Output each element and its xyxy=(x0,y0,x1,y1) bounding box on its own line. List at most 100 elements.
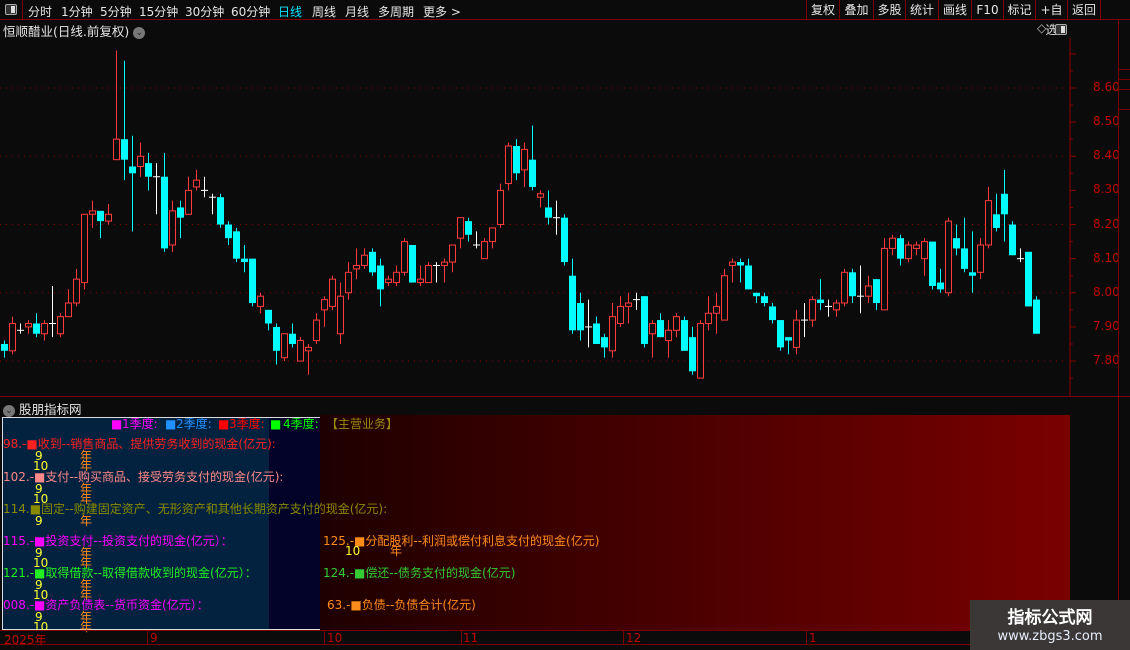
overlay-button[interactable]: 叠加 xyxy=(839,0,873,20)
period-tab[interactable]: 月线 xyxy=(345,5,370,19)
candle-body xyxy=(57,316,64,335)
time-label: 12 xyxy=(626,631,642,645)
candle-body xyxy=(737,262,744,266)
candle-body xyxy=(657,320,664,338)
candle-body xyxy=(617,305,624,324)
add-watchlist-button[interactable]: +自选 xyxy=(1035,0,1067,37)
candle-body xyxy=(105,213,112,222)
candle-body xyxy=(489,227,496,243)
indicator-row: 114.■固定--购建固定资产、无形资产和其他长期资产支付的现金(亿元): xyxy=(3,502,388,516)
candle xyxy=(513,139,520,181)
candle xyxy=(305,343,312,375)
back-button[interactable]: 返回 xyxy=(1067,0,1100,20)
candle-body xyxy=(729,261,736,266)
candle-body xyxy=(937,282,944,290)
candle xyxy=(609,303,616,358)
side-tab-strip[interactable] xyxy=(1118,20,1130,650)
candle-body xyxy=(513,146,520,174)
restore-rights-button[interactable]: 复权 xyxy=(806,0,839,20)
candle-body xyxy=(785,337,792,341)
more-periods-button[interactable]: 更多 > xyxy=(423,5,461,19)
period-tab[interactable]: 周线 xyxy=(312,5,337,19)
candle xyxy=(793,309,800,355)
candle xyxy=(817,279,824,310)
candle xyxy=(761,292,768,307)
period-tab-daily[interactable]: 日线 xyxy=(278,5,303,19)
candle xyxy=(1025,251,1032,307)
candle-body xyxy=(969,272,976,276)
candle xyxy=(905,241,912,263)
candle xyxy=(721,268,728,321)
candle xyxy=(41,320,48,341)
statistics-button[interactable]: 统计 xyxy=(905,0,938,20)
period-tab[interactable]: 多周期 xyxy=(378,5,415,19)
indicator-title-bar: ⌄ 股朋指标网 xyxy=(3,399,82,418)
candle-body xyxy=(673,316,680,331)
candle-body xyxy=(945,220,952,294)
candle-body xyxy=(665,329,672,342)
diamond-icon[interactable]: ◇ xyxy=(1037,21,1047,35)
candle-body xyxy=(849,272,856,297)
candle xyxy=(625,292,632,324)
chevron-down-icon[interactable]: ⌄ xyxy=(3,404,15,417)
period-tab[interactable]: 60分钟 xyxy=(231,5,271,19)
month-label: 9 xyxy=(35,546,43,560)
candle-body xyxy=(465,221,472,235)
layout-toggle-button[interactable] xyxy=(0,0,23,20)
candle-body xyxy=(889,237,896,249)
candle xyxy=(1009,221,1016,256)
candle xyxy=(985,186,992,249)
candle xyxy=(849,268,856,304)
period-tab[interactable]: 5分钟 xyxy=(100,5,132,19)
candle xyxy=(401,238,408,276)
multi-stock-button[interactable]: 多股 xyxy=(873,0,905,20)
candle xyxy=(81,213,88,290)
candle xyxy=(601,333,608,358)
chevron-down-icon[interactable]: ⌄ xyxy=(133,26,146,39)
candle xyxy=(289,323,296,348)
indicator-table-panel xyxy=(2,417,320,630)
panel-toggle-icon[interactable] xyxy=(1055,24,1067,35)
toolbar-spacer xyxy=(1100,0,1130,20)
candle xyxy=(249,258,256,307)
candle-body xyxy=(145,163,152,177)
candle-body xyxy=(761,296,768,304)
candle-body xyxy=(745,265,752,290)
candle xyxy=(57,313,64,338)
candle-body xyxy=(289,333,296,344)
candle xyxy=(105,204,112,225)
candle-body xyxy=(441,261,448,266)
year-unit: 年 xyxy=(80,514,93,528)
indicator-row-debt-repay: 124.-■偿还--债务支付的现金(亿元) xyxy=(323,566,516,580)
price-label: 8.60 xyxy=(1093,80,1120,94)
candle xyxy=(409,244,416,283)
candle xyxy=(681,316,688,351)
month-label: 10 xyxy=(33,556,49,570)
candle-body xyxy=(593,323,600,344)
candle-body xyxy=(169,210,176,246)
candle xyxy=(353,248,360,280)
candle xyxy=(393,265,400,286)
candle xyxy=(313,313,320,344)
price-label: 8.40 xyxy=(1093,148,1120,163)
period-tab[interactable]: 1分钟 xyxy=(61,5,93,19)
period-tab[interactable]: 分时 xyxy=(28,5,53,19)
candle xyxy=(17,323,24,334)
pane-divider[interactable] xyxy=(0,396,1130,397)
f10-button[interactable]: F10 xyxy=(971,0,1003,20)
indicator-background xyxy=(320,415,1070,630)
period-tab[interactable]: 30分钟 xyxy=(185,5,225,19)
candle xyxy=(265,309,272,331)
candle xyxy=(857,265,864,314)
candle xyxy=(913,241,920,256)
candle-body xyxy=(185,189,192,215)
mark-button[interactable]: 标记 xyxy=(1003,0,1035,20)
period-tab[interactable]: 15分钟 xyxy=(139,5,179,19)
candle-body xyxy=(505,145,512,185)
candle-body xyxy=(649,322,656,335)
candle xyxy=(281,333,288,362)
indicator-row-dividend: 125.-■分配股利--利润或偿付利息支付的现金(亿元) xyxy=(323,534,600,548)
draw-line-button[interactable]: 画线 xyxy=(938,0,971,20)
candle-body xyxy=(249,258,256,304)
candle-body xyxy=(369,251,376,273)
